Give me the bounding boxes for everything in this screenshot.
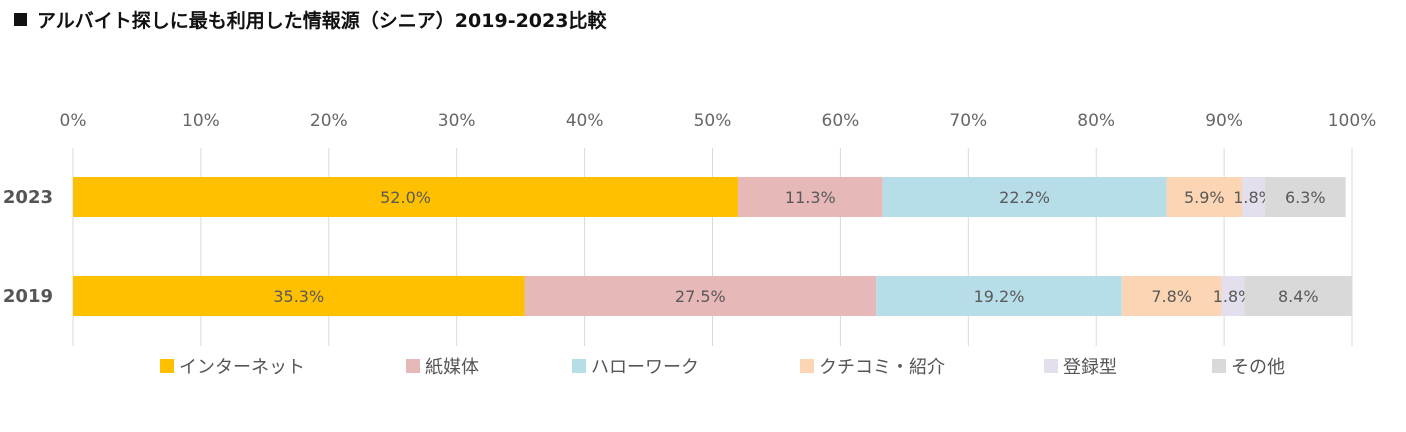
legend-swatch xyxy=(572,359,586,373)
legend-label: クチコミ・紹介 xyxy=(819,357,945,378)
legend-swatch xyxy=(160,359,174,373)
bar-segment xyxy=(1121,276,1222,316)
bar-segment xyxy=(1244,276,1352,316)
category-labels: 2023 2019 xyxy=(3,187,53,307)
data-label: 19.2% xyxy=(974,287,1025,306)
data-label: 11.3% xyxy=(785,188,836,207)
legend-label: インターネット xyxy=(179,357,305,378)
x-tick-label: 80% xyxy=(1077,111,1115,131)
x-tick-label: 90% xyxy=(1205,111,1243,131)
data-label: 1.8% xyxy=(1233,188,1274,207)
category-label: 2019 xyxy=(3,286,53,307)
bar-segment xyxy=(524,276,877,316)
legend-label: 登録型 xyxy=(1063,357,1117,378)
legend: インターネット 紙媒体 ハローワーク クチコミ・紹介 登録型 その他 xyxy=(160,357,1285,378)
square-bullet-icon xyxy=(14,13,27,26)
data-label: 1.8% xyxy=(1213,287,1254,306)
bar-segment xyxy=(73,276,525,316)
legend-swatch xyxy=(406,359,420,373)
bars: 52.0% 11.3% 22.2% 5.9% 1.8% 6.3% 35.3% 27.5% 19.… xyxy=(73,177,1352,316)
legend-swatch xyxy=(800,359,814,373)
bar-segment xyxy=(1221,276,1245,316)
bar-segment xyxy=(1166,177,1243,217)
data-label: 6.3% xyxy=(1285,188,1326,207)
x-tick-label: 30% xyxy=(438,111,476,131)
x-axis-ticks: 0% 10% 20% 30% 40% 50% 60% 70% 80% 90% 100% xyxy=(60,111,1377,131)
x-tick-label: 100% xyxy=(1328,111,1377,131)
bar-segment xyxy=(882,177,1167,217)
data-label: 52.0% xyxy=(380,188,431,207)
x-tick-label: 60% xyxy=(822,111,860,131)
bar-segment xyxy=(73,177,739,217)
data-label: 27.5% xyxy=(675,287,726,306)
data-label: 5.9% xyxy=(1184,188,1225,207)
data-label: 8.4% xyxy=(1278,287,1319,306)
x-tick-label: 40% xyxy=(566,111,604,131)
x-tick-label: 0% xyxy=(60,111,87,131)
legend-label: ハローワーク xyxy=(591,357,699,378)
legend-label: 紙媒体 xyxy=(425,357,479,378)
legend-label: その他 xyxy=(1231,357,1285,378)
legend-swatch xyxy=(1212,359,1226,373)
chart-title-text: アルバイト探しに最も利用した情報源（シニア）2019-2023比較 xyxy=(37,10,607,32)
bar-segment xyxy=(738,177,883,217)
bar-segment xyxy=(1242,177,1266,217)
data-label: 35.3% xyxy=(273,287,324,306)
data-label: 22.2% xyxy=(999,188,1050,207)
x-tick-label: 70% xyxy=(949,111,987,131)
data-label: 7.8% xyxy=(1151,287,1192,306)
legend-swatch xyxy=(1044,359,1058,373)
bar-segment xyxy=(1265,177,1346,217)
bar-segment xyxy=(876,276,1122,316)
x-tick-label: 50% xyxy=(694,111,732,131)
chart-title: アルバイト探しに最も利用した情報源（シニア）2019-2023比較 xyxy=(14,6,606,33)
category-label: 2023 xyxy=(3,187,53,208)
x-tick-label: 10% xyxy=(182,111,220,131)
x-tick-label: 20% xyxy=(310,111,348,131)
